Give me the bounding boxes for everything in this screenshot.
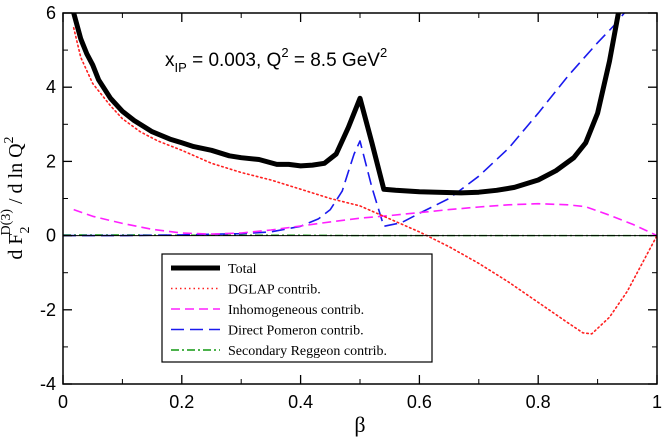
- y-label-part1: d F: [5, 233, 27, 259]
- legend-label-secondary-reggeon-contrib: Secondary Reggeon contrib.: [228, 344, 387, 359]
- x-tick-label: 1: [652, 392, 662, 412]
- series-line-dglap-contrib: [72, 26, 657, 335]
- y-tick-label: 6: [46, 3, 56, 23]
- y-label-subscript: 2: [18, 226, 33, 233]
- y-label-superscript: D(3): [0, 209, 14, 236]
- annotation-x: x: [165, 50, 175, 71]
- x-tick-label: 0: [58, 392, 68, 412]
- annotation-ip-subscript: IP: [175, 60, 187, 75]
- y-label-superscript2: 2: [2, 136, 17, 143]
- legend-box: [161, 253, 433, 363]
- series-layer: [63, 13, 657, 335]
- annotation-gev-superscript: 2: [380, 45, 387, 60]
- series-line-total: [71, 13, 621, 196]
- legend-label-dglap-contrib: DGLAP contrib.: [228, 283, 321, 298]
- y-tick-label: 2: [46, 151, 56, 171]
- y-tick-label: -2: [40, 300, 56, 320]
- series-line-inhomogeneous-contrib: [73, 202, 657, 237]
- y-label-part2: / d ln Q: [5, 143, 27, 209]
- legend-label-total: Total: [228, 262, 257, 277]
- x-axis-label: β: [354, 412, 365, 437]
- x-tick-label: 0.6: [407, 392, 432, 412]
- y-tick-label: 4: [46, 77, 56, 97]
- annotation-x-value: = 0.003, Q: [187, 50, 282, 71]
- legend: Total DGLAP contrib. Inhomogeneous contrib…: [161, 253, 433, 363]
- ticks-layer: 0 0.2 0.4 0.6 0.8 1 -4 -2 0 2 4 6: [40, 3, 662, 412]
- x-tick-label: 0.4: [288, 392, 313, 412]
- y-tick-label: 0: [46, 226, 56, 246]
- x-tick-label: 0.2: [169, 392, 194, 412]
- annotation-q-value: = 8.5 GeV: [289, 50, 381, 71]
- x-tick-label: 0.8: [526, 392, 551, 412]
- legend-label-direct-pomeron-contrib: Direct Pomeron contrib.: [228, 324, 364, 339]
- annotation-q-superscript: 2: [281, 45, 288, 60]
- legend-label-inhomogeneous-contrib: Inhomogeneous contrib.: [228, 303, 364, 318]
- y-tick-label: -4: [40, 374, 56, 394]
- series-line-direct-pomeron-contrib: [63, 13, 625, 237]
- y-axis-label: d F2D(3) / d ln Q2: [0, 136, 33, 259]
- kinematics-annotation: xIP = 0.003, Q2 = 8.5 GeV2: [165, 45, 387, 75]
